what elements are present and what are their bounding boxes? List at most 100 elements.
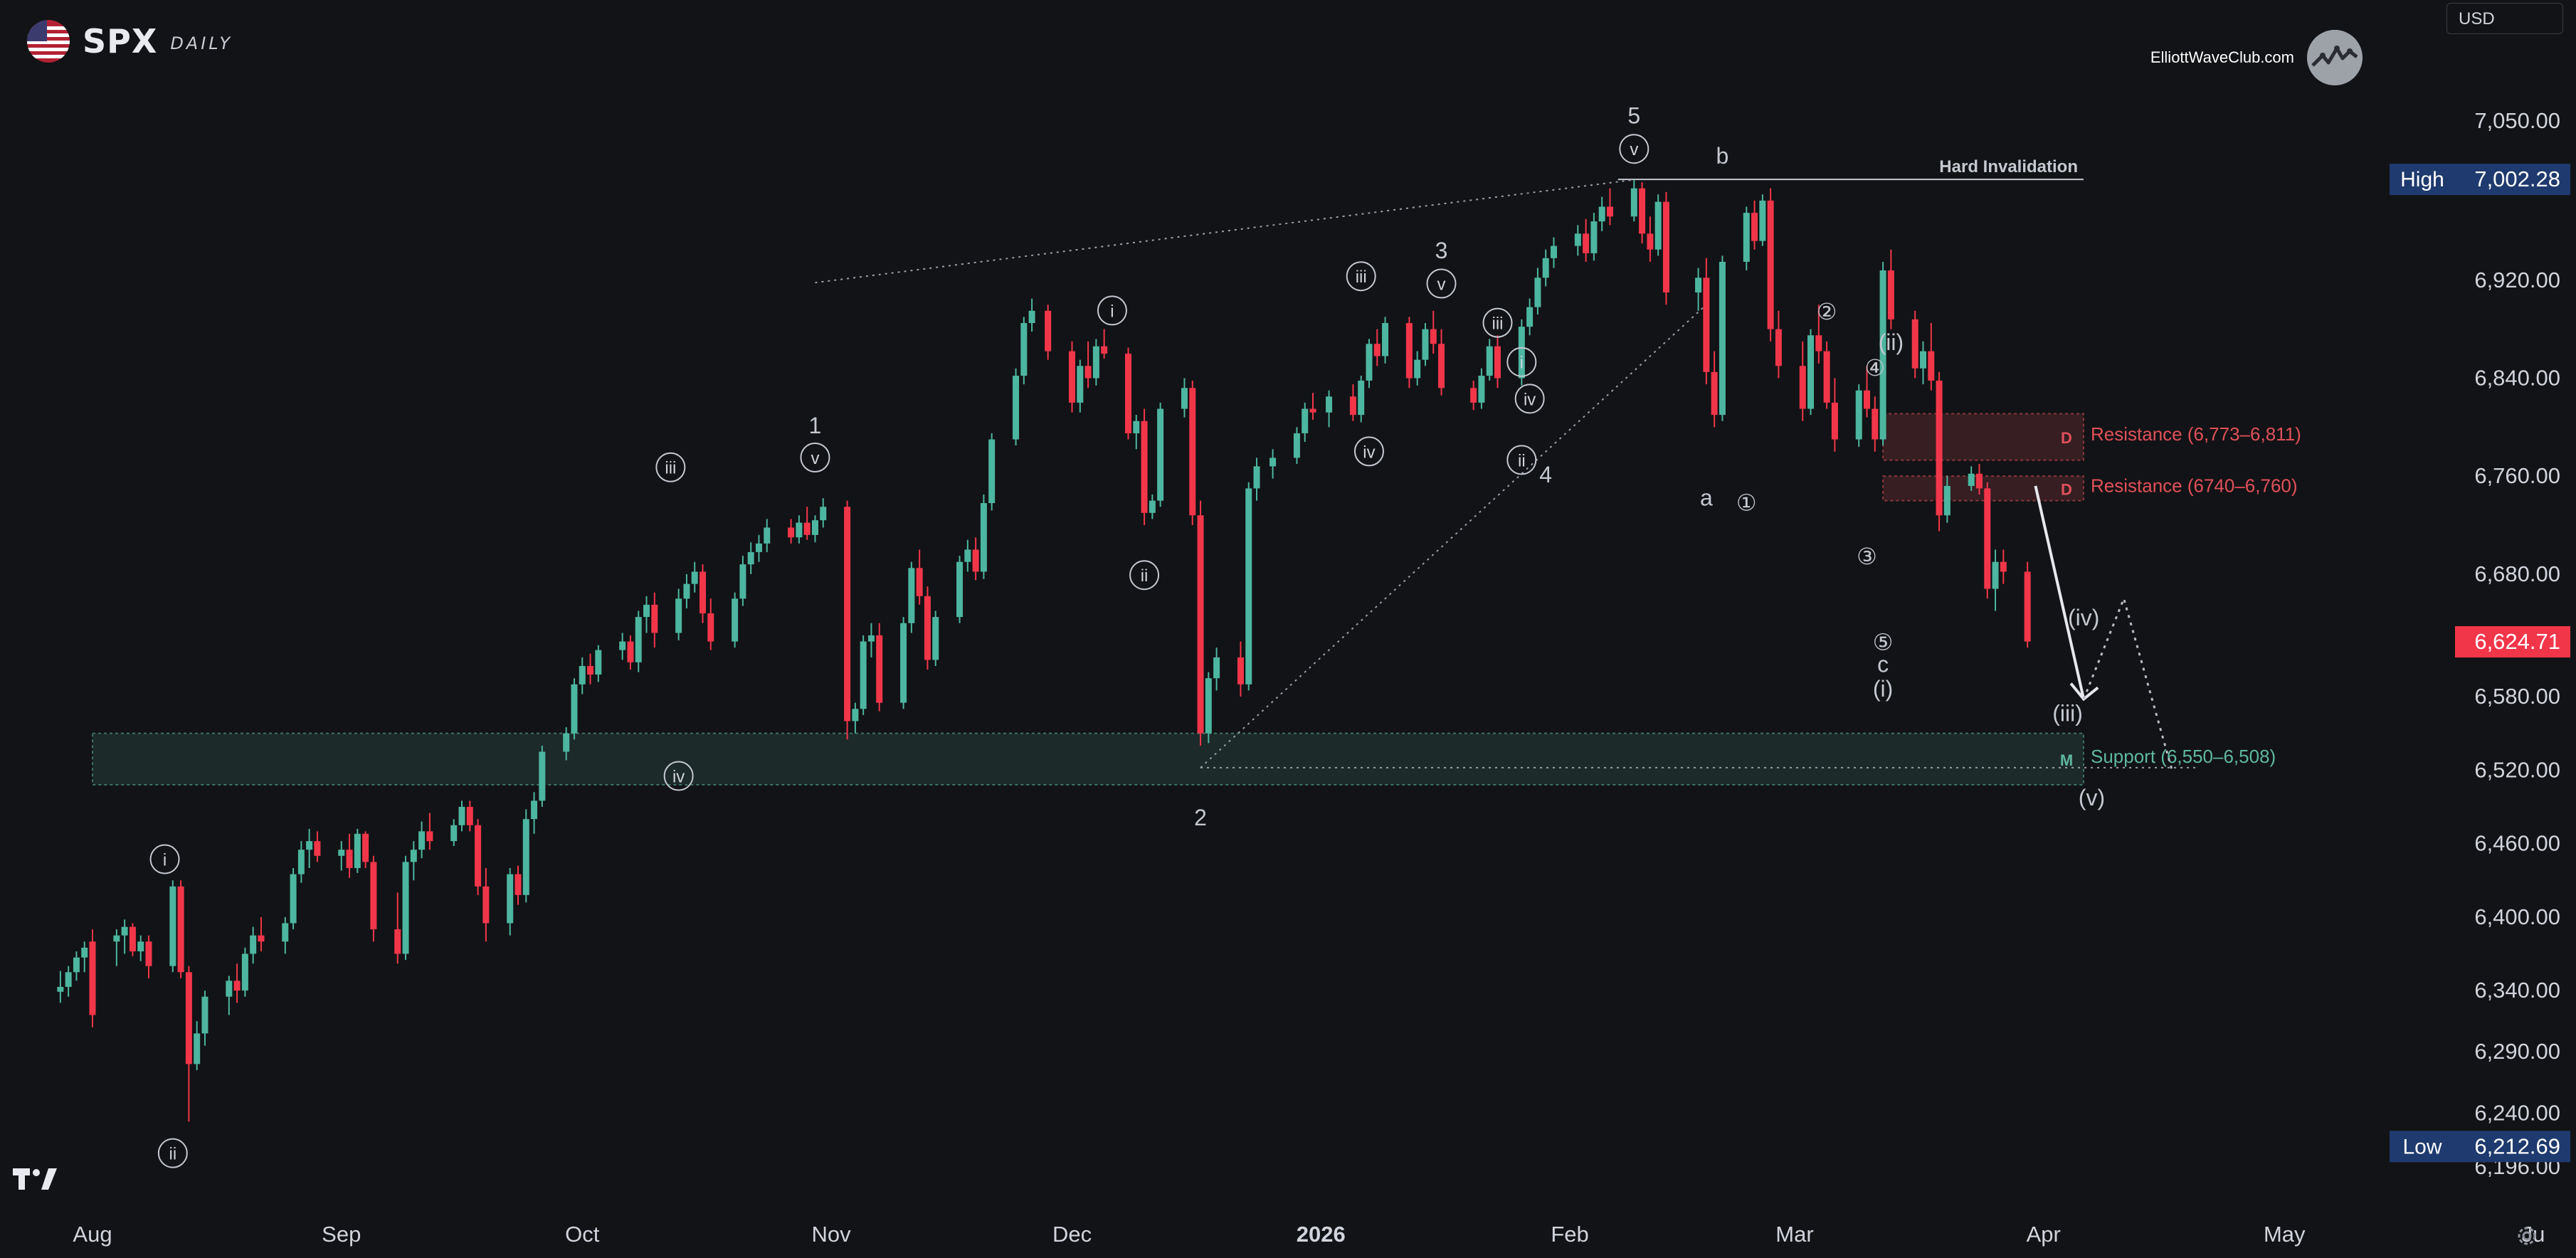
- candle: [1855, 384, 1862, 447]
- candle: [1815, 305, 1822, 364]
- x-tick-label: Feb: [1551, 1222, 1588, 1247]
- svg-text:(v): (v): [2079, 785, 2105, 810]
- wave-label: c: [1877, 652, 1889, 677]
- candle: [137, 935, 144, 961]
- candle: [362, 831, 369, 868]
- svg-text:iv: iv: [1524, 390, 1536, 409]
- candle: [820, 498, 827, 528]
- lines-layer: Hard Invalidation: [815, 157, 2197, 771]
- candle: [1662, 191, 1669, 305]
- candle: [145, 935, 152, 978]
- svg-text:iii: iii: [1356, 268, 1367, 287]
- candle: [1823, 341, 1830, 409]
- hard-invalidation-label: Hard Invalidation: [1939, 157, 2078, 176]
- candle: [1920, 341, 1926, 385]
- brand[interactable]: ElliottWaveClub.com: [2150, 30, 2363, 85]
- tradingview-logo-icon[interactable]: [13, 1167, 58, 1191]
- svg-text:6,624.71: 6,624.71: [2474, 629, 2560, 654]
- candle: [980, 495, 987, 579]
- wave-label: i: [1097, 295, 1127, 326]
- candle: [1550, 237, 1557, 268]
- currency-select[interactable]: USD: [2446, 3, 2563, 34]
- candle: [852, 702, 859, 734]
- y-tick-label: 6,340.00: [2474, 978, 2560, 1003]
- svg-text:7,002.28: 7,002.28: [2474, 166, 2560, 191]
- y-tick-label: 6,680.00: [2474, 561, 2560, 586]
- trendline: [1200, 304, 1707, 768]
- candle: [57, 971, 64, 1003]
- candle: [1373, 329, 1381, 366]
- wave-label: ③: [1857, 544, 1877, 569]
- candle: [507, 868, 514, 936]
- candle: [1590, 213, 1598, 261]
- candle: [1028, 298, 1035, 332]
- wave-label: 2: [1194, 805, 1207, 830]
- wave-label: i: [149, 844, 180, 874]
- candle: [956, 556, 964, 623]
- candle: [1534, 268, 1541, 314]
- candle: [226, 976, 233, 1015]
- x-tick-label: Apr: [2027, 1222, 2061, 1247]
- candle: [201, 990, 208, 1046]
- candle: [675, 588, 682, 640]
- support-zone: [92, 732, 2084, 786]
- wave-label: (v): [2079, 785, 2105, 810]
- candle: [1606, 188, 1613, 226]
- svg-text:6,212.69: 6,212.69: [2474, 1133, 2560, 1158]
- x-tick-label: Nov: [811, 1222, 851, 1247]
- candle: [651, 592, 658, 648]
- candle: [1630, 179, 1637, 222]
- wave-label: (i): [1873, 676, 1893, 702]
- x-tick-label: Mar: [1775, 1222, 1813, 1247]
- wave-label: 3: [1435, 238, 1448, 263]
- wave-label: 1: [809, 413, 822, 438]
- wave-label: ii: [157, 1138, 188, 1168]
- wave-label: iii: [655, 452, 686, 482]
- wave-label: iv: [1353, 436, 1384, 467]
- candle: [1197, 500, 1204, 746]
- candle: [233, 963, 241, 1003]
- wave-label: ⑤: [1873, 630, 1894, 655]
- wave-label: 5: [1627, 102, 1640, 128]
- candle: [876, 623, 883, 712]
- candle: [1092, 339, 1099, 386]
- svg-text:2: 2: [1194, 805, 1207, 830]
- zones-layer: D Resistance (6,773–6,811) D Resistance (67…: [92, 413, 2301, 786]
- wave-label: ②: [1817, 299, 1837, 324]
- candle: [531, 792, 538, 834]
- wave-label: v: [1426, 268, 1457, 299]
- wave-label: ii: [1129, 560, 1160, 591]
- candle: [1807, 329, 1815, 416]
- candle: [297, 841, 305, 883]
- svg-text:iii: iii: [1492, 314, 1504, 334]
- svg-text:a: a: [1700, 485, 1713, 510]
- svg-text:i: i: [163, 851, 167, 870]
- candle: [1767, 188, 1774, 342]
- candle: [65, 966, 72, 997]
- svg-text:iv: iv: [1363, 443, 1375, 462]
- settings-gear-icon[interactable]: [2515, 1224, 2539, 1248]
- resistance-label: Resistance (6,773–6,811): [2091, 423, 2301, 445]
- candle: [803, 507, 811, 540]
- candle: [579, 657, 586, 694]
- resistance-zone: [1882, 413, 2084, 461]
- x-tick-label: Dec: [1052, 1222, 1092, 1247]
- wave-label: ii: [1506, 445, 1537, 475]
- candle: [1084, 341, 1092, 388]
- candle: [1639, 182, 1646, 244]
- candle: [732, 592, 739, 648]
- candle: [700, 564, 706, 623]
- candle: [1302, 402, 1309, 442]
- candle: [1711, 351, 1718, 428]
- y-tick-label: 6,460.00: [2474, 831, 2560, 856]
- svg-text:ii: ii: [1518, 451, 1526, 470]
- candle: [290, 868, 297, 930]
- y-tick-label: 6,240.00: [2474, 1100, 2560, 1125]
- candle: [627, 635, 634, 670]
- candle: [755, 534, 762, 562]
- svg-text:②: ②: [1817, 299, 1837, 324]
- candle: [1149, 495, 1156, 519]
- candle: [643, 596, 650, 633]
- candle: [1430, 310, 1437, 354]
